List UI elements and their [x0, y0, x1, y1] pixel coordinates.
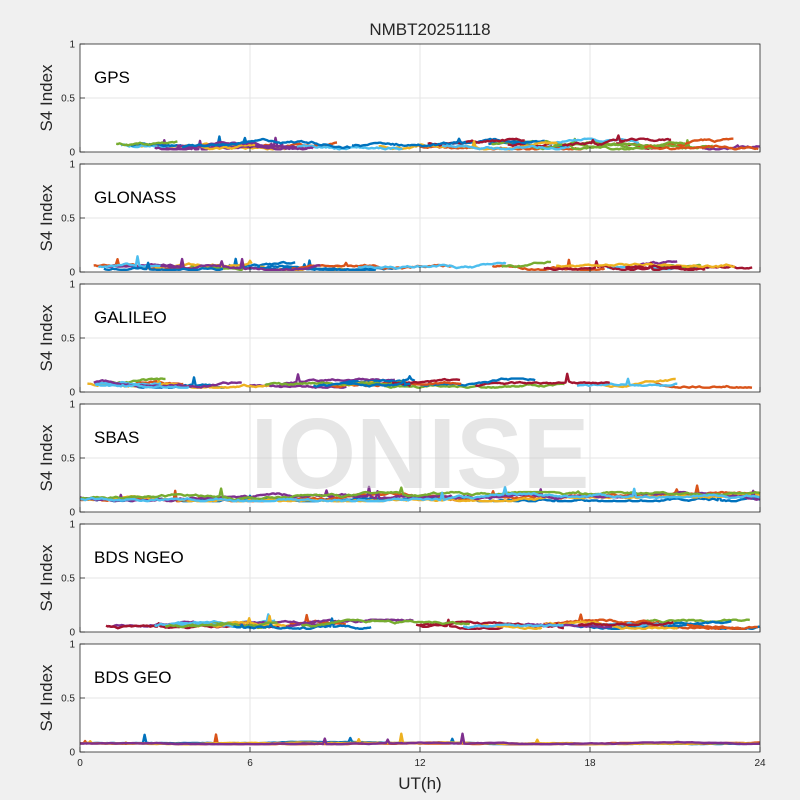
y-tick-label: 0	[69, 268, 75, 279]
y-tick-label: 0.5	[61, 214, 75, 225]
x-tick-label: 12	[414, 758, 426, 769]
series-track	[351, 137, 467, 148]
panel-galileo: 0 0.5 1 S4 Index GALILEO	[37, 280, 761, 399]
x-tick-label: 0	[77, 758, 83, 769]
series-track	[686, 623, 742, 630]
series-track	[384, 382, 565, 389]
y-tick-label: 1	[69, 280, 75, 291]
series-track	[79, 732, 761, 746]
series-track	[79, 486, 761, 502]
y-tick-label: 0.5	[61, 334, 75, 345]
panel-sbas: 0 0.5 1 S4 Index SBAS	[37, 400, 761, 519]
series-track	[95, 383, 190, 389]
series-track	[543, 260, 706, 271]
y-axis-label: S4 Index	[37, 64, 56, 132]
series-track	[357, 261, 507, 270]
series-track	[543, 613, 660, 626]
series-track	[313, 378, 411, 388]
series-track	[441, 144, 570, 151]
y-tick-label: 0	[69, 508, 75, 519]
y-axis-label: S4 Index	[37, 664, 56, 732]
x-tick-label: 6	[247, 758, 253, 769]
x-axis-label: UT(h)	[398, 774, 441, 793]
y-tick-label: 1	[69, 520, 75, 531]
panel-label: BDS NGEO	[94, 548, 184, 567]
y-tick-label: 0.5	[61, 574, 75, 585]
y-axis-label: S4 Index	[37, 544, 56, 612]
series-track	[578, 621, 674, 627]
y-tick-label: 0.5	[61, 694, 75, 705]
y-tick-label: 1	[69, 640, 75, 651]
y-tick-label: 1	[69, 160, 75, 171]
series-track	[233, 617, 372, 630]
panel-label: GALILEO	[94, 308, 167, 327]
series-track	[97, 255, 162, 269]
y-tick-label: 0.5	[61, 94, 75, 105]
series-track	[676, 137, 734, 148]
series-track	[415, 618, 504, 630]
panel-glonass: 0 0.5 1 S4 Index GLONASS	[37, 160, 761, 279]
series-track	[300, 618, 471, 628]
series-track	[570, 140, 686, 151]
series-track	[576, 377, 678, 387]
panel-label: SBAS	[94, 428, 139, 447]
series-track	[556, 262, 736, 269]
y-axis-label: S4 Index	[37, 424, 56, 492]
y-tick-label: 0.5	[61, 454, 75, 465]
series-track	[427, 137, 525, 147]
series-track	[103, 261, 224, 271]
series-track	[391, 377, 461, 385]
series-track	[625, 264, 682, 270]
panel-label: GLONASS	[94, 188, 176, 207]
watermark: IONISE	[251, 398, 590, 510]
y-tick-label: 0	[69, 148, 75, 159]
series-track	[600, 377, 676, 389]
series-track	[462, 623, 564, 630]
x-tick-label: 18	[584, 758, 596, 769]
y-axis-label: S4 Index	[37, 304, 56, 372]
panel-gps: 0 0.5 1 S4 Index GPS	[37, 40, 761, 159]
series-track	[197, 143, 256, 151]
series-track	[654, 382, 753, 389]
y-tick-label: 1	[69, 40, 75, 51]
y-tick-label: 0	[69, 388, 75, 399]
series-track	[644, 144, 759, 151]
series-track	[501, 260, 552, 269]
x-axis: 0 6 12 18 24	[77, 758, 766, 769]
panel-bds-ngeo: 0 0.5 1 S4 Index BDS NGEO	[37, 520, 761, 639]
panel-bds-geo: 0 0.5 1 S4 Index BDS GEO	[37, 640, 761, 759]
x-tick-label: 24	[754, 758, 766, 769]
series-track	[105, 257, 196, 271]
series-track	[634, 260, 678, 268]
panel-label: BDS GEO	[94, 668, 171, 687]
panel-label: GPS	[94, 68, 130, 87]
series-track	[79, 485, 761, 503]
series-track	[561, 134, 672, 147]
series-track	[181, 137, 351, 150]
y-tick-label: 0	[69, 628, 75, 639]
panels: 0 0.5 1 S4 Index GPS 0 0.5 1 S4 Index GLONASS 0 0.5…	[37, 40, 761, 759]
y-tick-label: 0	[69, 748, 75, 759]
y-axis-label: S4 Index	[37, 184, 56, 252]
y-tick-label: 1	[69, 400, 75, 411]
series-track	[116, 140, 178, 147]
chart-title: NMBT20251118	[369, 20, 490, 39]
series-track	[474, 372, 611, 387]
